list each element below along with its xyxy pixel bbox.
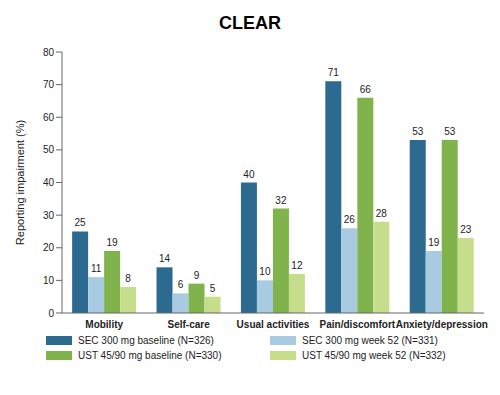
svg-text:25: 25 — [75, 217, 87, 228]
svg-text:Pain/discomfort: Pain/discomfort — [320, 319, 396, 330]
svg-text:Anxiety/depression: Anxiety/depression — [396, 319, 488, 330]
svg-text:10: 10 — [43, 275, 55, 286]
html-text:SEC 300 mg baseline (N=326): SEC 300 mg baseline (N=326) — [78, 335, 214, 346]
svg-text:50: 50 — [43, 144, 55, 155]
svg-text:Self-care: Self-care — [167, 319, 210, 330]
svg-text:32: 32 — [275, 195, 287, 206]
svg-text:53: 53 — [444, 126, 456, 137]
html-text:UST 45/90 mg week 52 (N=332): UST 45/90 mg week 52 (N=332) — [302, 350, 446, 361]
html-text:UST 45/90 mg baseline (N=330): UST 45/90 mg baseline (N=330) — [78, 350, 222, 361]
svg-text:9: 9 — [194, 270, 200, 281]
svg-text:Reporting impairment (%): Reporting impairment (%) — [14, 120, 26, 245]
svg-text:19: 19 — [428, 237, 440, 248]
svg-text:70: 70 — [43, 79, 55, 90]
svg-text:30: 30 — [43, 210, 55, 221]
svg-text:71: 71 — [328, 67, 340, 78]
svg-text:20: 20 — [43, 242, 55, 253]
svg-text:5: 5 — [210, 283, 216, 294]
svg-text:23: 23 — [460, 224, 472, 235]
svg-text:66: 66 — [360, 84, 372, 95]
svg-text:26: 26 — [344, 214, 356, 225]
svg-text:Usual activities: Usual activities — [237, 319, 310, 330]
svg-text:53: 53 — [412, 126, 424, 137]
svg-text:40: 40 — [243, 169, 255, 180]
svg-text:19: 19 — [107, 237, 119, 248]
html-text:SEC 300 mg week 52 (N=331): SEC 300 mg week 52 (N=331) — [302, 335, 438, 346]
svg-text:12: 12 — [291, 260, 303, 271]
svg-text:8: 8 — [125, 273, 131, 284]
html-text:CLEAR: CLEAR — [219, 13, 281, 33]
svg-text:Mobility: Mobility — [85, 319, 123, 330]
svg-text:60: 60 — [43, 112, 55, 123]
svg-text:80: 80 — [43, 47, 55, 58]
svg-text:0: 0 — [48, 308, 54, 319]
svg-text:10: 10 — [259, 266, 271, 277]
svg-text:11: 11 — [91, 263, 102, 274]
svg-text:14: 14 — [159, 253, 171, 264]
svg-text:28: 28 — [376, 208, 388, 219]
svg-text:40: 40 — [43, 177, 55, 188]
svg-text:6: 6 — [178, 279, 184, 290]
